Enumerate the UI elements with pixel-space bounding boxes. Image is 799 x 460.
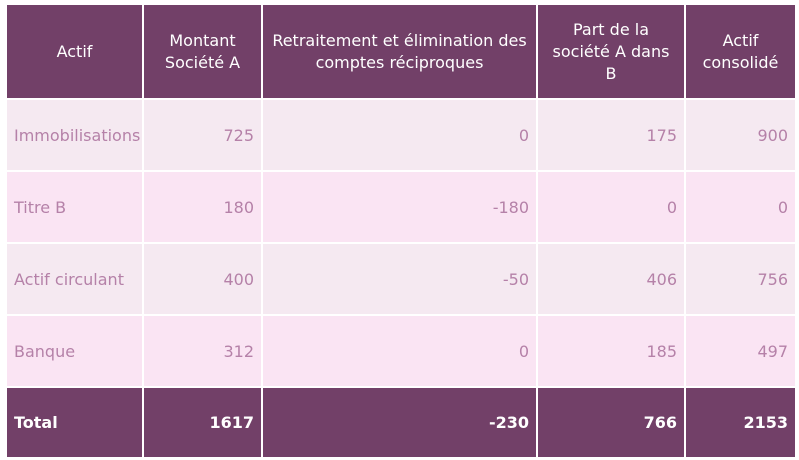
total-label: Total [5,386,144,459]
row-label: Banque [5,314,144,388]
header-actif-consolide: Actif consolidé [684,3,797,100]
total-part: 766 [536,386,686,459]
cell-part: 406 [536,242,686,316]
total-retraitement: -230 [261,386,538,459]
row-label: Actif circulant [5,242,144,316]
cell-retraitement: -50 [261,242,538,316]
cell-consolide: 900 [684,98,797,172]
cell-montant: 400 [142,242,263,316]
table-row: Actif circulant 400 -50 406 756 [5,242,797,316]
row-label: Immobilisations [5,98,144,172]
cell-consolide: 0 [684,170,797,244]
cell-part: 0 [536,170,686,244]
row-label: Titre B [5,170,144,244]
header-retraitement: Retraitement et élimination des comptes … [261,3,538,100]
header-actif: Actif [5,3,144,100]
cell-part: 185 [536,314,686,388]
header-montant-societe-a: Montant Société A [142,3,263,100]
cell-consolide: 756 [684,242,797,316]
cell-part: 175 [536,98,686,172]
header-row: Actif Montant Société A Retraitement et … [5,3,797,100]
table-row: Banque 312 0 185 497 [5,314,797,388]
consolidation-table: Actif Montant Société A Retraitement et … [5,3,797,459]
cell-montant: 725 [142,98,263,172]
cell-montant: 312 [142,314,263,388]
total-consolide: 2153 [684,386,797,459]
cell-retraitement: -180 [261,170,538,244]
total-row: Total 1617 -230 766 2153 [5,386,797,459]
table-row: Titre B 180 -180 0 0 [5,170,797,244]
cell-retraitement: 0 [261,98,538,172]
table-row: Immobilisations 725 0 175 900 [5,98,797,172]
cell-montant: 180 [142,170,263,244]
total-montant: 1617 [142,386,263,459]
cell-consolide: 497 [684,314,797,388]
header-part-societe-a: Part de la société A dans B [536,3,686,100]
cell-retraitement: 0 [261,314,538,388]
